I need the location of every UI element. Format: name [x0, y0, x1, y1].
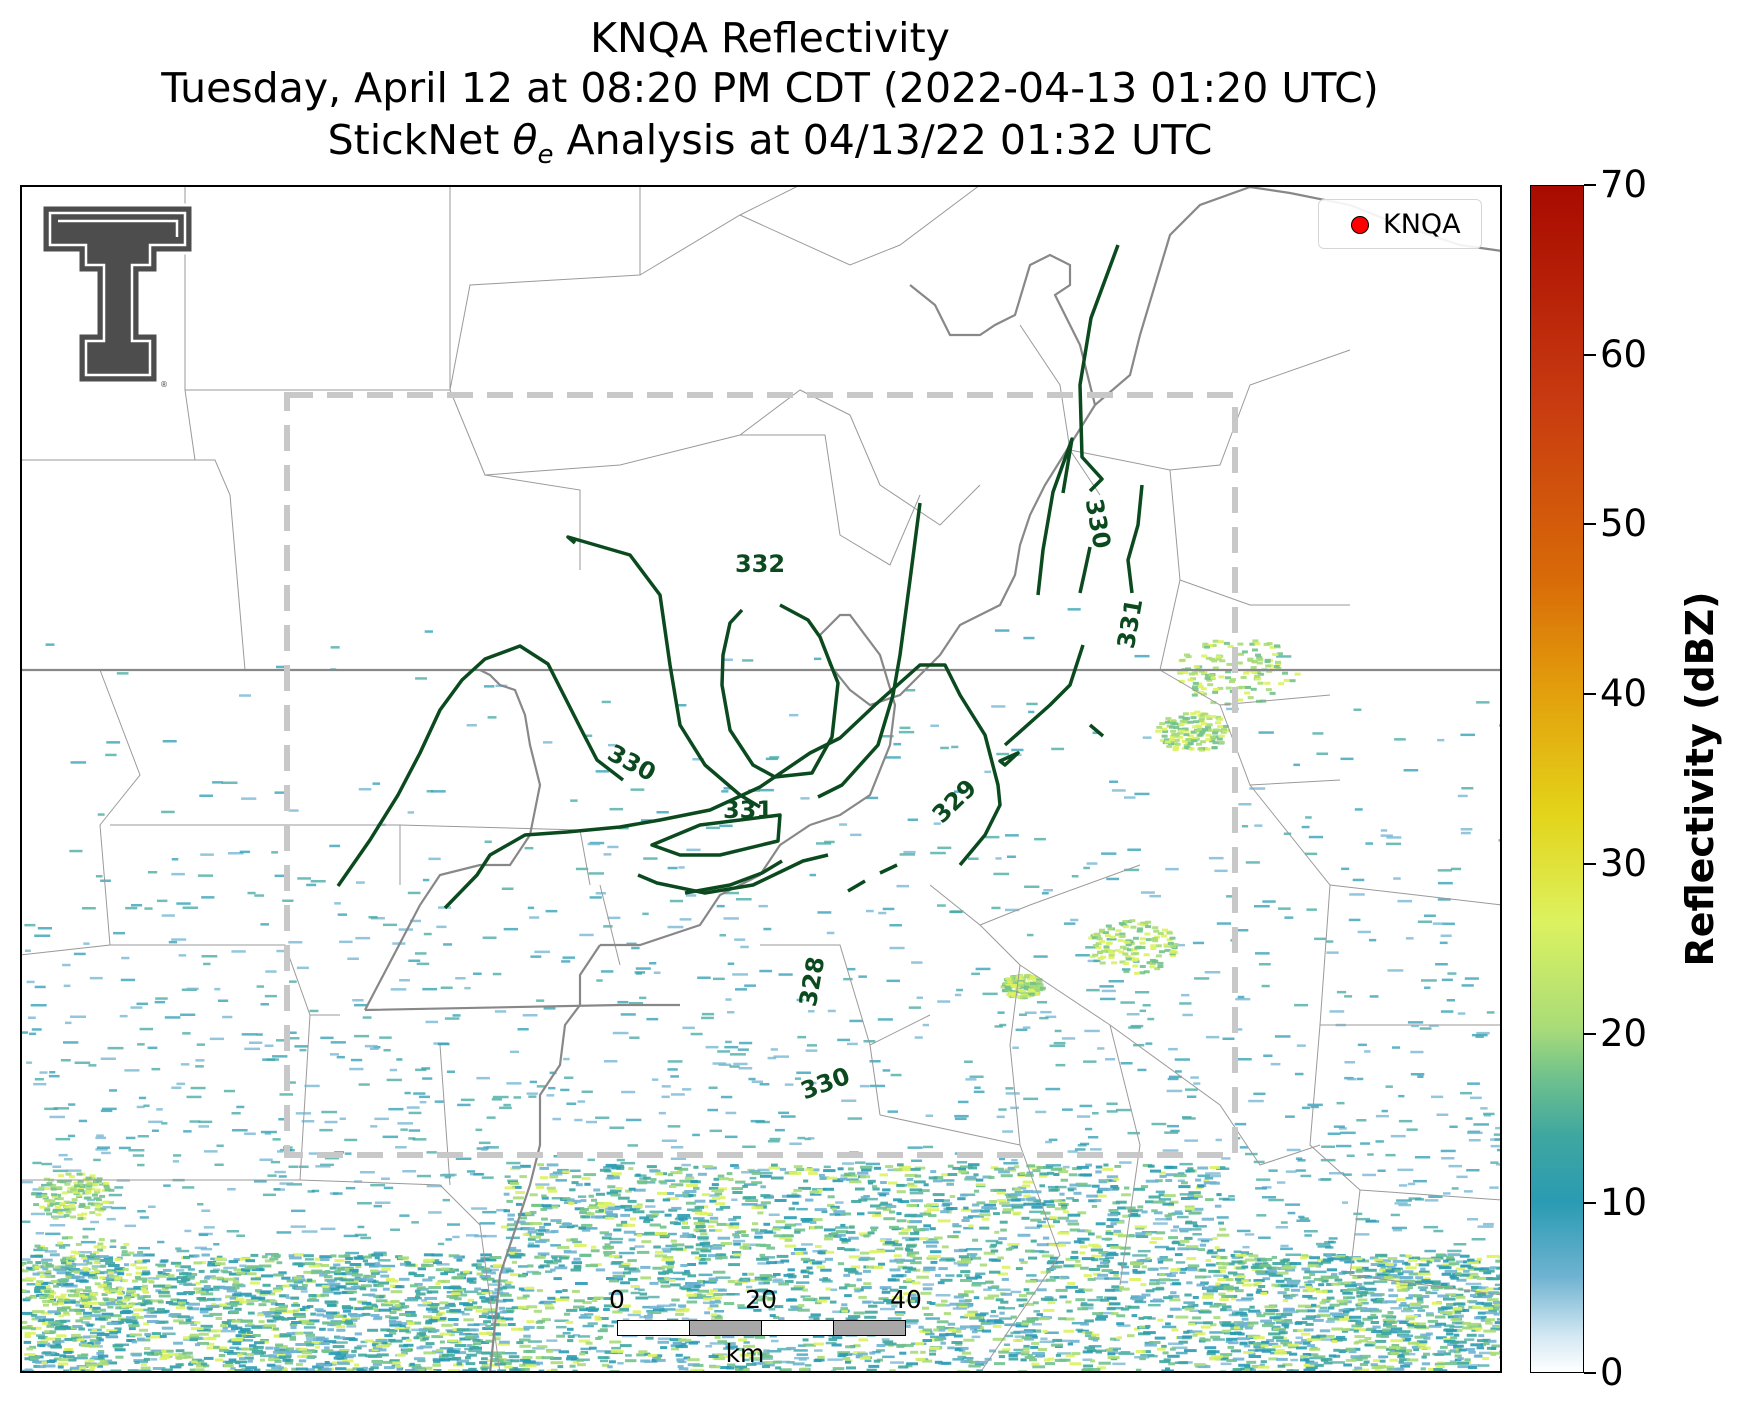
theta-e-contours: [336, 244, 1144, 910]
colorbar-tick-label: 0: [1600, 1351, 1624, 1394]
scale-bar-segment: [689, 1320, 762, 1336]
scale-bar-unit: km: [725, 1339, 765, 1368]
colorbar-tick-mark: [1584, 693, 1596, 696]
colorbar-tick-mark: [1584, 353, 1596, 356]
colorbar-tick-label: 20: [1600, 1011, 1648, 1055]
legend: KNQA: [1318, 199, 1482, 249]
scale-bar: 0 20 40 km: [600, 1275, 922, 1368]
radar-map: 332 331 330 330 329 331 328 330: [20, 185, 1502, 1373]
scale-bar-segment: [761, 1320, 834, 1336]
colorbar-tick-mark: [1584, 1032, 1596, 1035]
map-subtitle-analysis: StickNet θe Analysis at 04/13/22 01:32 U…: [327, 116, 1213, 171]
colorbar-tick-mark: [1584, 523, 1596, 526]
map-subtitle-time: Tuesday, April 12 at 08:20 PM CDT (2022-…: [161, 64, 1379, 112]
colorbar: [1530, 185, 1584, 1373]
colorbar-tick-mark: [1584, 862, 1596, 865]
contour-label: 331: [723, 796, 773, 824]
colorbar-tick-mark: [1584, 1202, 1596, 1205]
colorbar-tick-label: 10: [1600, 1181, 1648, 1225]
radar-site-marker-icon: [1351, 216, 1369, 234]
colorbar-tick-label: 60: [1600, 332, 1648, 376]
colorbar-label: Reflectivity (dBZ): [1678, 591, 1722, 967]
colorbar-tick-mark: [1584, 184, 1596, 186]
map-title: KNQA Reflectivity: [590, 14, 950, 62]
colorbar-tick-label: 30: [1600, 841, 1648, 885]
colorbar-tick-label: 40: [1600, 672, 1648, 716]
scale-bar-tick: 40: [890, 1285, 922, 1314]
scale-bar-tick: 0: [609, 1285, 625, 1314]
texas-tech-logo: ®: [40, 203, 195, 388]
analysis-domain-box: [284, 392, 1238, 1158]
scale-bar-segment: [833, 1320, 906, 1336]
state-borders: [20, 185, 1502, 1373]
colorbar-tick-label: 50: [1600, 502, 1648, 546]
county-borders: [20, 185, 1502, 1373]
scale-bar-segment: [617, 1320, 690, 1336]
scale-bar-tick: 20: [745, 1285, 777, 1314]
legend-label: KNQA: [1383, 208, 1461, 240]
colorbar-tick-mark: [1584, 1372, 1596, 1374]
contour-label: 332: [735, 550, 785, 578]
colorbar-tick-label: 70: [1600, 163, 1648, 206]
